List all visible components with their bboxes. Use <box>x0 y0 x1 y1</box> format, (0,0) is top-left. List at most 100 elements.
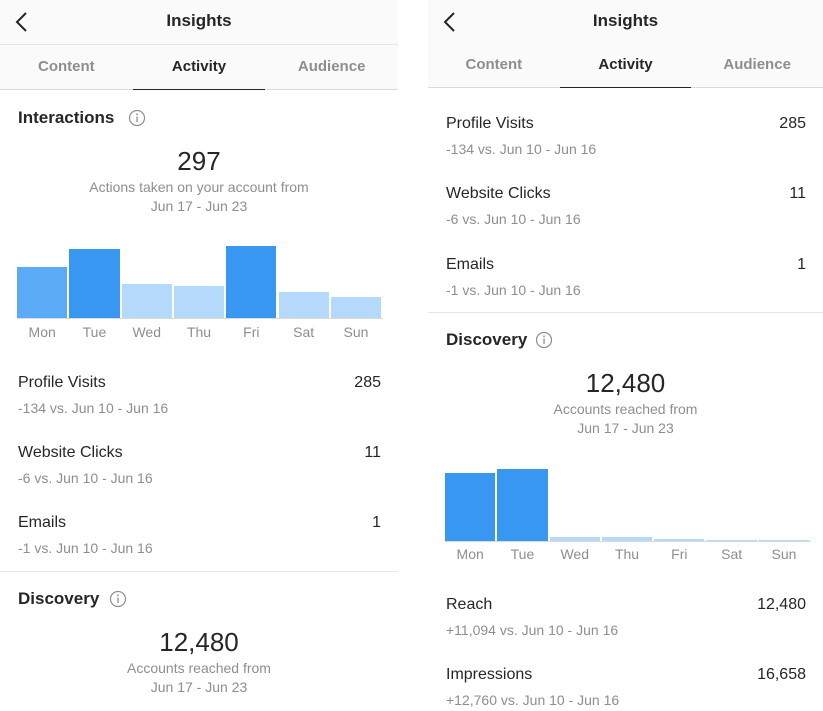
chart-bar-thu[interactable] <box>601 537 653 542</box>
tab-audience[interactable]: Audience <box>723 56 791 73</box>
profile-visits-row[interactable]: Profile Visits 285 -134 vs. Jun 10 - Jun… <box>428 115 823 185</box>
insights-screen-left: Insights Content Activity Audience Inter… <box>0 0 398 711</box>
website-clicks-row[interactable]: Website Clicks 11 -6 vs. Jun 10 - Jun 16 <box>0 444 398 514</box>
stat-value: 11 <box>789 185 806 202</box>
chart-baseline <box>17 318 383 319</box>
page-title: Insights <box>166 11 232 30</box>
stat-label: Website Clicks <box>18 444 123 461</box>
chart-bar-wed[interactable] <box>549 537 600 542</box>
chart-day-label: Wed <box>132 324 162 340</box>
interactions-bar-chart <box>17 226 383 319</box>
stat-value: 1 <box>372 514 381 531</box>
tab-activity[interactable]: Activity <box>559 43 692 88</box>
chart-day-label: Tue <box>510 546 535 562</box>
page-title: Insights <box>592 11 659 30</box>
section-divider <box>428 312 823 313</box>
stat-value: 1 <box>797 256 806 273</box>
header: Insights <box>428 0 823 45</box>
chart-bar-tue[interactable] <box>497 469 548 542</box>
chart-day-label: Tue <box>82 324 107 340</box>
tab-activity[interactable]: Activity <box>132 45 266 90</box>
discovery-day-labels: Mon Tue Wed Thu Fri Sat Sun <box>445 546 811 566</box>
chart-day-label: Fri <box>243 324 260 340</box>
tab-audience[interactable]: Audience <box>297 58 366 75</box>
tab-content[interactable]: Content <box>38 58 95 75</box>
chart-day-label: Fri <box>671 546 688 562</box>
chart-bar-thu[interactable] <box>173 286 225 319</box>
tab-bar: Content Activity Audience <box>0 45 398 90</box>
chart-bar-sat[interactable] <box>278 292 329 319</box>
stat-change: +11,094 vs. Jun 10 - Jun 16 <box>446 622 619 638</box>
tab-content[interactable]: Content <box>465 56 523 73</box>
chart-day-label: Mon <box>28 324 56 340</box>
stat-change: -1 vs. Jun 10 - Jun 16 <box>18 540 153 556</box>
stat-change: -134 vs. Jun 10 - Jun 16 <box>446 141 597 157</box>
stat-value: 12,480 <box>757 596 806 613</box>
insights-screen-right: Insights Content Activity Audience Profi… <box>428 0 823 711</box>
chart-bar-mon[interactable] <box>17 267 68 319</box>
chart-day-label: Sat <box>721 546 743 562</box>
stat-change: -6 vs. Jun 10 - Jun 16 <box>18 470 153 486</box>
profile-visits-row[interactable]: Profile Visits 285 -134 vs. Jun 10 - Jun… <box>0 374 398 444</box>
interactions-caption: Actions taken on your account from Jun 1… <box>0 178 398 216</box>
interactions-total: 297 <box>177 146 221 176</box>
chart-bar-wed[interactable] <box>121 284 172 319</box>
discovery-total: 12,480 <box>159 627 239 657</box>
stat-change: -1 vs. Jun 10 - Jun 16 <box>446 282 581 298</box>
chart-day-label: Sat <box>293 324 315 340</box>
stat-label: Emails <box>18 514 67 531</box>
header: Insights <box>0 0 398 45</box>
chart-day-label: Thu <box>186 324 212 340</box>
discovery-title: Discovery <box>18 589 100 608</box>
discovery-caption-line2: Jun 17 - Jun 23 <box>577 420 674 436</box>
chart-bar-mon[interactable] <box>445 473 496 542</box>
discovery-caption-line1: Accounts reached from <box>553 401 698 417</box>
stat-value: 285 <box>354 374 381 391</box>
discovery-caption: Accounts reached from Jun 17 - Jun 23 <box>0 659 398 697</box>
stat-label: Reach <box>446 596 493 613</box>
chart-day-label: Sun <box>771 546 797 562</box>
chevron-left-icon[interactable] <box>10 9 36 35</box>
stat-value: 285 <box>779 115 806 132</box>
stat-change: -6 vs. Jun 10 - Jun 16 <box>446 211 581 227</box>
impressions-row[interactable]: Impressions 16,658 +12,760 vs. Jun 10 - … <box>428 666 823 711</box>
stat-label: Profile Visits <box>446 115 534 132</box>
interactions-caption-line1: Actions taken on your account from <box>89 179 309 195</box>
chart-bar-tue[interactable] <box>69 249 120 319</box>
discovery-bar-chart <box>445 447 811 542</box>
chart-day-label: Wed <box>560 546 590 562</box>
stat-label: Profile Visits <box>18 374 106 391</box>
stat-label: Emails <box>446 256 495 273</box>
stat-value: 16,658 <box>757 666 806 683</box>
stat-change: -134 vs. Jun 10 - Jun 16 <box>18 400 169 416</box>
interactions-caption-line2: Jun 17 - Jun 23 <box>150 198 248 214</box>
stat-change: +12,760 vs. Jun 10 - Jun 16 <box>446 692 620 708</box>
discovery-caption: Accounts reached from Jun 17 - Jun 23 <box>428 400 823 438</box>
emails-row[interactable]: Emails 1 -1 vs. Jun 10 - Jun 16 <box>0 514 398 584</box>
discovery-caption-line2: Jun 17 - Jun 23 <box>150 679 248 695</box>
discovery-total: 12,480 <box>585 368 666 398</box>
chevron-left-icon[interactable] <box>438 9 464 35</box>
reach-row[interactable]: Reach 12,480 +11,094 vs. Jun 10 - Jun 16 <box>428 596 823 666</box>
info-circle-icon[interactable] <box>535 331 553 349</box>
interactions-title: Interactions <box>18 108 115 127</box>
stat-label: Impressions <box>446 666 533 683</box>
website-clicks-row[interactable]: Website Clicks 11 -6 vs. Jun 10 - Jun 16 <box>428 185 823 255</box>
stat-label: Website Clicks <box>446 185 551 202</box>
info-circle-icon[interactable] <box>128 109 146 127</box>
chart-day-label: Thu <box>614 546 640 562</box>
chart-bar-fri[interactable] <box>226 246 277 319</box>
gutter <box>398 0 428 711</box>
section-divider <box>0 571 398 572</box>
emails-row[interactable]: Emails 1 -1 vs. Jun 10 - Jun 16 <box>428 256 823 326</box>
interactions-day-labels: Mon Tue Wed Thu Fri Sat Sun <box>17 324 383 344</box>
chart-bar-sun[interactable] <box>330 297 382 319</box>
discovery-title: Discovery <box>446 330 528 349</box>
discovery-caption-line1: Accounts reached from <box>127 660 271 676</box>
chart-bar-fri[interactable] <box>654 539 705 542</box>
stat-value: 11 <box>364 444 381 461</box>
chart-baseline <box>445 541 811 542</box>
chart-day-label: Mon <box>456 546 484 562</box>
info-circle-icon[interactable] <box>109 590 127 608</box>
chart-day-label: Sun <box>343 324 369 340</box>
